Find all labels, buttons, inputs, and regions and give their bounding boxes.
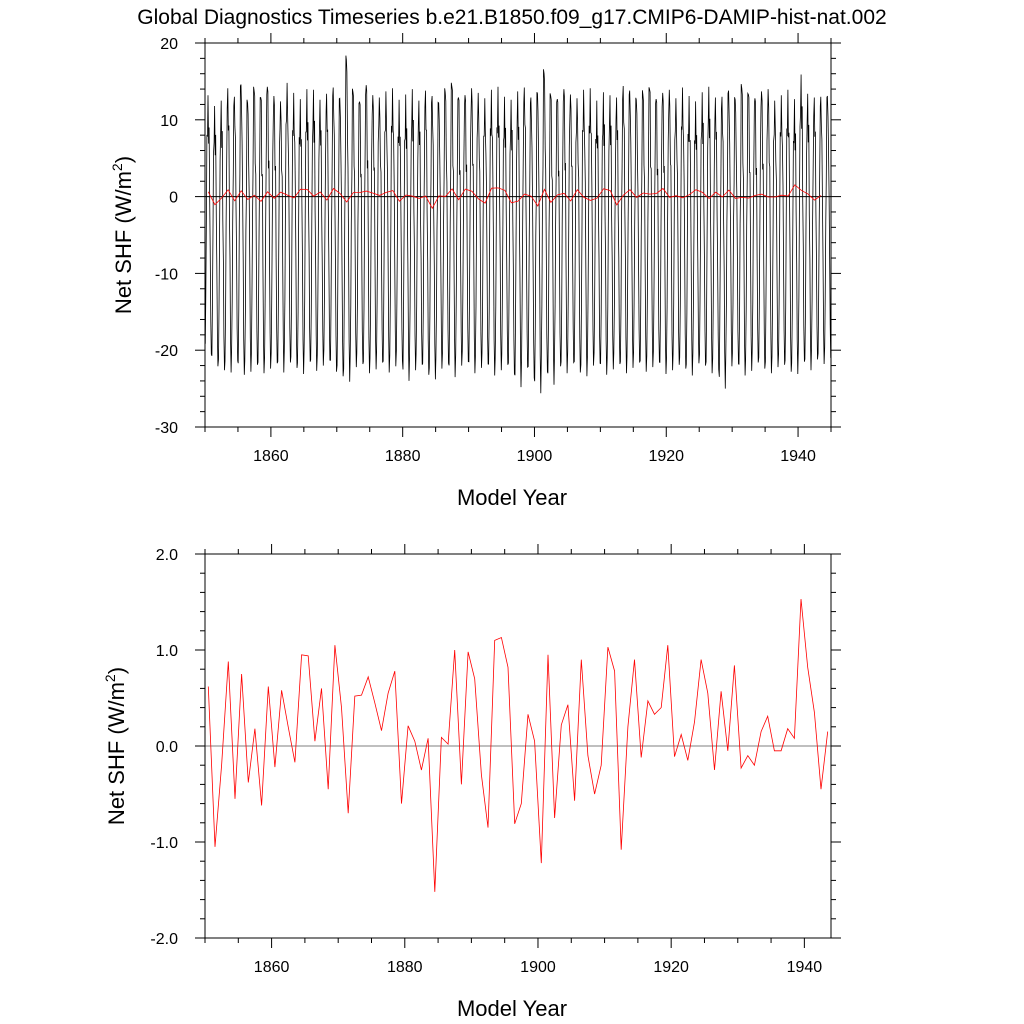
top-annual-mean-series-line xyxy=(207,184,822,210)
top-x-tick-label: 1880 xyxy=(385,448,421,465)
top-y-axis-label: Net SHF (W/m2) xyxy=(109,156,136,314)
bottom-x-tick-label: 1860 xyxy=(254,959,290,976)
chart-title: Global Diagnostics Timeseries b.e21.B185… xyxy=(137,6,886,29)
bottom-x-tick-label: 1920 xyxy=(653,959,689,976)
top-x-tick-label: 1940 xyxy=(780,448,816,465)
bottom-y-tick-label: -2.0 xyxy=(150,931,178,948)
bottom-y-axis-label-close: ) xyxy=(104,667,129,674)
top-panel: 1860 1880 1900 1920 1940 -30 -20 -10 0 10 20 Model… xyxy=(109,33,841,510)
bottom-plot-area xyxy=(205,599,831,892)
top-monthly-series-line xyxy=(204,55,832,394)
top-axis-ticks: 1860 1880 1900 1920 1940 -30 -20 -10 0 10 20 xyxy=(155,33,841,465)
bottom-x-tick-label: 1940 xyxy=(787,959,823,976)
bottom-y-tick-label: -1.0 xyxy=(150,835,178,852)
top-y-axis-label-main: Net SHF (W/m xyxy=(111,171,136,314)
bottom-axis-ticks: 1860 1880 1900 1920 1940 -2.0 -1.0 0.0 1.0 2.0 xyxy=(150,544,841,976)
top-plot-area xyxy=(204,55,832,394)
top-y-tick-label: -10 xyxy=(155,266,178,283)
top-y-axis-label-sup: 2 xyxy=(109,163,125,171)
top-x-tick-label: 1860 xyxy=(253,448,289,465)
bottom-y-axis-label: Net SHF (W/m2) xyxy=(102,667,129,825)
top-y-axis-label-close: ) xyxy=(111,156,136,163)
bottom-x-tick-label: 1880 xyxy=(387,959,423,976)
bottom-annual-mean-series-line xyxy=(207,599,829,892)
top-y-tick-label: 10 xyxy=(160,113,178,130)
top-x-axis-label: Model Year xyxy=(457,485,567,510)
top-y-tick-label: -20 xyxy=(155,343,178,360)
bottom-y-axis-label-sup: 2 xyxy=(102,674,118,682)
top-x-tick-label: 1920 xyxy=(648,448,684,465)
bottom-y-tick-label: 2.0 xyxy=(156,547,178,564)
top-x-tick-label: 1900 xyxy=(517,448,553,465)
bottom-x-tick-label: 1900 xyxy=(520,959,556,976)
top-plot-frame xyxy=(204,42,832,428)
top-y-tick-label: -30 xyxy=(155,420,178,437)
bottom-y-tick-label: 1.0 xyxy=(156,643,178,660)
top-y-tick-label: 20 xyxy=(160,36,178,53)
bottom-y-axis-label-main: Net SHF (W/m xyxy=(104,682,129,825)
bottom-y-tick-label: 0.0 xyxy=(156,739,178,756)
top-y-tick-label: 0 xyxy=(169,190,178,207)
bottom-panel: 1860 1880 1900 1920 1940 -2.0 -1.0 0.0 1.0 2.0 Mo… xyxy=(102,544,841,1021)
bottom-x-axis-label: Model Year xyxy=(457,996,567,1021)
